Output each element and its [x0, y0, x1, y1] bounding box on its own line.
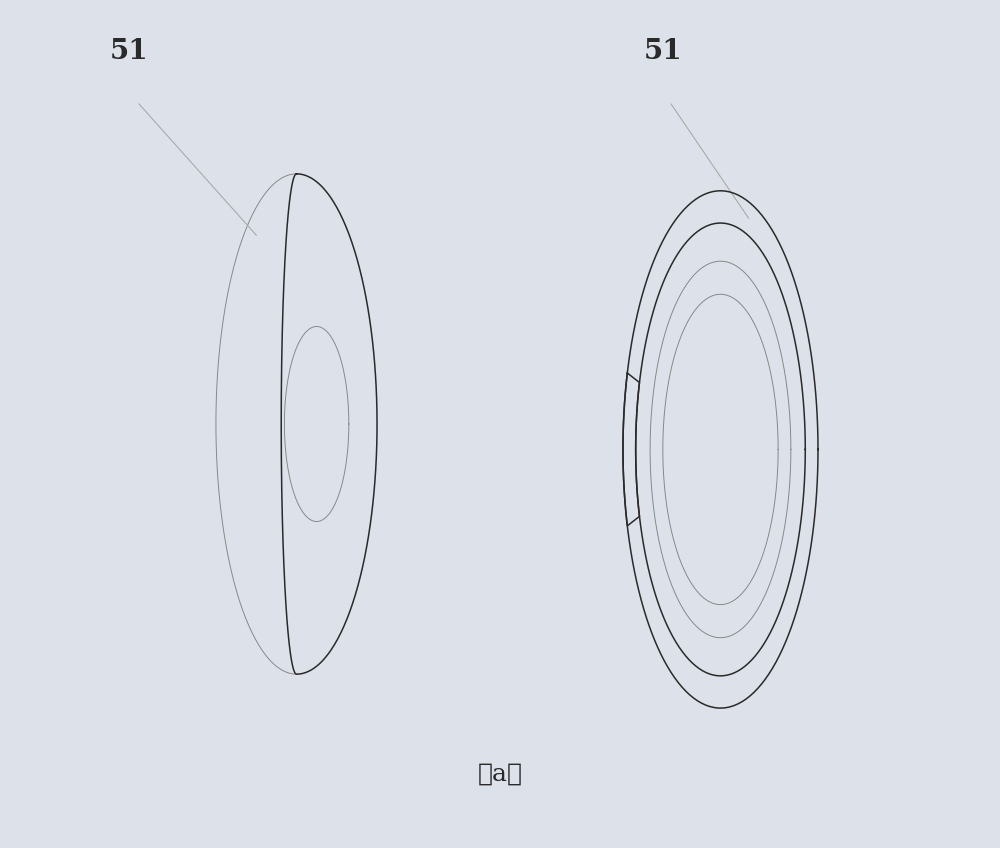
- Text: 51: 51: [644, 38, 683, 65]
- Text: （a）: （a）: [478, 762, 522, 785]
- Text: 51: 51: [110, 38, 149, 65]
